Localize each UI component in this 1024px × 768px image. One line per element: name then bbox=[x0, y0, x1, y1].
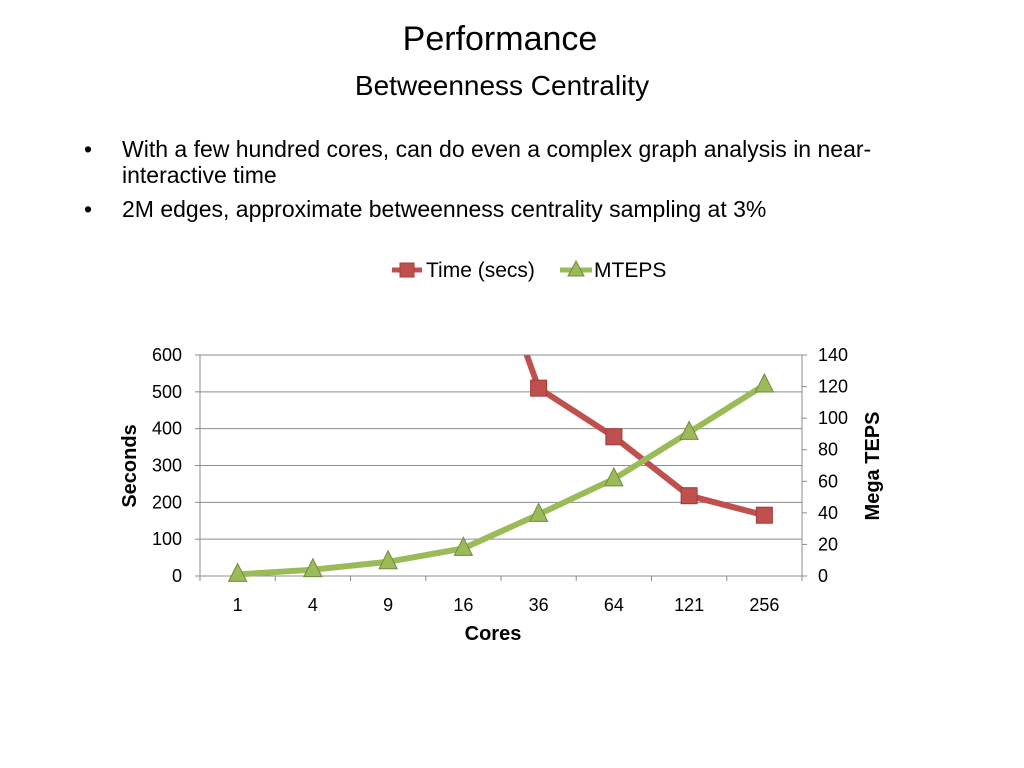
y-right-tick-label: 120 bbox=[818, 377, 848, 397]
bullet-list: • With a few hundred cores, can do even … bbox=[84, 136, 964, 230]
grid-lines bbox=[200, 354, 802, 540]
mteps-data-point bbox=[303, 557, 323, 578]
x-tick-label: 16 bbox=[453, 595, 473, 615]
y-right-tick-label: 80 bbox=[818, 440, 838, 460]
y-right-tick-label: 100 bbox=[818, 408, 848, 428]
series-lines bbox=[237, 355, 766, 577]
bullet-item-2: • 2M edges, approximate betweenness cent… bbox=[84, 196, 964, 222]
mteps-data-point bbox=[679, 420, 699, 440]
x-tick-label: 1 bbox=[233, 595, 243, 615]
mteps-data-point bbox=[227, 562, 248, 582]
y-axis-left-title: Seconds bbox=[119, 424, 141, 507]
tick-labels: 0 100 200 300 400 500 600 0 20 40 60 80 100 120 140 1 4 9… bbox=[152, 345, 848, 615]
legend-time-label: Time (secs) bbox=[426, 259, 535, 282]
mteps-data-point bbox=[528, 502, 549, 522]
y-left-tick-label: 600 bbox=[152, 345, 182, 365]
time-data-point bbox=[680, 487, 698, 505]
slide-subtitle: Betweenness Centrality bbox=[354, 70, 650, 101]
series-markers bbox=[227, 372, 775, 582]
x-tick-label: 64 bbox=[604, 595, 624, 615]
mteps-data-point bbox=[378, 549, 398, 570]
x-tick-label: 4 bbox=[308, 595, 318, 615]
bullet-item-1: • With a few hundred cores, can do even … bbox=[84, 136, 964, 188]
bullet-text-2: 2M edges, approximate betweenness centra… bbox=[122, 196, 767, 222]
y-right-tick-label: 20 bbox=[818, 534, 838, 554]
y-left-tick-label: 200 bbox=[152, 492, 182, 512]
y-left-tick-label: 100 bbox=[152, 529, 182, 549]
y-right-tick-label: 40 bbox=[818, 503, 838, 523]
time-data-point bbox=[755, 506, 773, 524]
x-tick-label: 121 bbox=[674, 595, 704, 615]
x-tick-label: 256 bbox=[749, 595, 779, 615]
bullet-dot-icon: • bbox=[84, 136, 93, 162]
time-data-point bbox=[605, 428, 623, 446]
y-axis-right-title: Mega TEPS bbox=[862, 412, 884, 521]
mteps-data-point bbox=[604, 466, 624, 487]
mteps-data-point bbox=[453, 536, 474, 556]
y-left-tick-label: 500 bbox=[152, 382, 182, 402]
legend-mteps-label: MTEPS bbox=[594, 259, 666, 282]
x-tick-label: 36 bbox=[529, 595, 549, 615]
legend: Time (secs) MTEPS bbox=[392, 259, 666, 282]
series-line bbox=[523, 355, 766, 519]
mteps-data-point bbox=[754, 372, 775, 393]
y-right-tick-label: 140 bbox=[818, 345, 848, 365]
legend-time-marker-icon bbox=[399, 262, 415, 278]
series-line bbox=[237, 382, 766, 577]
bullet-dot-icon: • bbox=[84, 196, 93, 222]
slide-title: Performance bbox=[402, 20, 598, 58]
time-data-point bbox=[530, 379, 548, 397]
bullet-text-1: With a few hundred cores, can do even a … bbox=[122, 136, 872, 188]
y-right-tick-label: 0 bbox=[818, 566, 828, 586]
x-tick-label: 9 bbox=[383, 595, 393, 615]
x-axis-title: Cores bbox=[465, 623, 522, 645]
y-left-tick-label: 400 bbox=[152, 419, 182, 439]
y-right-tick-label: 60 bbox=[818, 471, 838, 491]
axes bbox=[195, 354, 807, 581]
y-left-tick-label: 300 bbox=[152, 456, 182, 476]
y-left-tick-label: 0 bbox=[172, 566, 182, 586]
legend-mteps-marker-icon bbox=[567, 259, 585, 277]
